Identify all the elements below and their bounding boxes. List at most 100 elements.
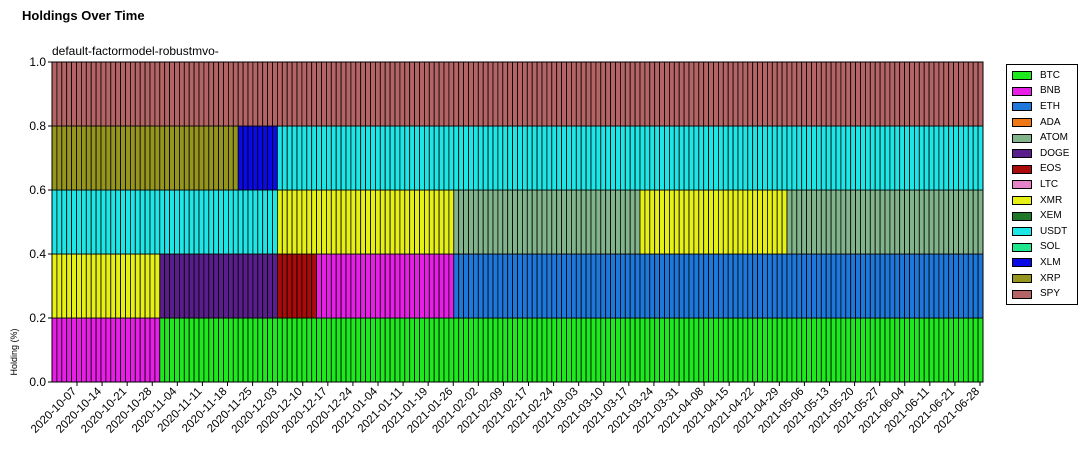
bar-segment-btc bbox=[458, 317, 465, 383]
legend-swatch bbox=[1012, 133, 1032, 143]
bar-segment-spy bbox=[757, 61, 763, 127]
bar-segment-btc bbox=[571, 317, 577, 383]
bar-segment-eth bbox=[796, 253, 803, 319]
bar-segment-usdt bbox=[453, 125, 460, 191]
bar-segment-spy bbox=[718, 61, 724, 127]
bar-segment-btc bbox=[174, 317, 180, 383]
bar-segment-usdt bbox=[482, 125, 489, 191]
bar-segment-usdt bbox=[673, 125, 680, 191]
bar-segment-btc bbox=[850, 317, 857, 383]
bar-segment-eth bbox=[752, 253, 759, 319]
bar-segment-doge bbox=[272, 253, 278, 319]
bar-segment-eth bbox=[801, 253, 808, 319]
bar-segment-btc bbox=[232, 317, 239, 383]
bar-segment-spy bbox=[477, 61, 484, 127]
bar-segment-atom bbox=[571, 189, 577, 255]
bar-segment-atom bbox=[463, 189, 469, 255]
bar-segment-usdt bbox=[850, 125, 857, 191]
bar-segment-eth bbox=[590, 253, 597, 319]
bar-segment-btc bbox=[718, 317, 724, 383]
bar-segment-spy bbox=[512, 61, 518, 127]
bar-segment-eth bbox=[953, 253, 959, 319]
bar-segment-eth bbox=[977, 253, 984, 319]
bar-segment-eth bbox=[747, 253, 754, 319]
bar-segment-eth bbox=[835, 253, 842, 319]
bar-segment-btc bbox=[262, 317, 269, 383]
bar-segment-usdt bbox=[816, 125, 822, 191]
bar-segment-btc bbox=[335, 317, 342, 383]
bar-segment-xrp bbox=[213, 125, 219, 191]
bar-segment-spy bbox=[120, 61, 126, 127]
bar-segment-eth bbox=[526, 253, 533, 319]
bar-segment-usdt bbox=[301, 125, 308, 191]
legend-swatch bbox=[1012, 71, 1032, 81]
bar-segment-eth bbox=[624, 253, 631, 319]
bar-segment-spy bbox=[963, 61, 969, 127]
bar-segment-atom bbox=[894, 189, 901, 255]
bar-segment-spy bbox=[904, 61, 910, 127]
bar-segment-usdt bbox=[458, 125, 465, 191]
bar-segment-xrp bbox=[178, 125, 185, 191]
bar-segment-bnb bbox=[81, 317, 87, 383]
bar-segment-eth bbox=[963, 253, 969, 319]
bar-segment-atom bbox=[865, 189, 871, 255]
bar-segment-usdt bbox=[149, 189, 156, 255]
bar-segment-spy bbox=[889, 61, 896, 127]
bar-segment-usdt bbox=[384, 125, 391, 191]
bar-segment-spy bbox=[781, 61, 788, 127]
bar-segment-xmr bbox=[664, 189, 670, 255]
bar-segment-spy bbox=[272, 61, 278, 127]
bar-segment-usdt bbox=[541, 125, 548, 191]
bar-segment-usdt bbox=[526, 125, 533, 191]
bar-segment-bnb bbox=[125, 317, 131, 383]
bar-segment-btc bbox=[620, 317, 626, 383]
bar-segment-atom bbox=[605, 189, 612, 255]
bar-segment-eth bbox=[497, 253, 504, 319]
bar-segment-usdt bbox=[600, 125, 607, 191]
bar-segment-usdt bbox=[208, 189, 215, 255]
bar-segment-usdt bbox=[193, 189, 200, 255]
bar-segment-eth bbox=[541, 253, 548, 319]
bar-segment-spy bbox=[174, 61, 180, 127]
bar-segment-atom bbox=[536, 189, 543, 255]
bar-segment-spy bbox=[178, 61, 185, 127]
bar-segment-spy bbox=[845, 61, 852, 127]
bar-segment-btc bbox=[394, 317, 401, 383]
bar-segment-bnb bbox=[409, 253, 416, 319]
bar-segment-btc bbox=[781, 317, 788, 383]
bar-segment-usdt bbox=[977, 125, 984, 191]
bar-segment-usdt bbox=[487, 125, 494, 191]
bar-segment-btc bbox=[272, 317, 278, 383]
bar-segment-usdt bbox=[874, 125, 881, 191]
bar-segment-bnb bbox=[90, 317, 97, 383]
bar-segment-atom bbox=[551, 189, 558, 255]
bar-segment-btc bbox=[561, 317, 567, 383]
bar-segment-xrp bbox=[120, 125, 126, 191]
bar-segment-spy bbox=[360, 61, 367, 127]
bars-group bbox=[51, 61, 984, 383]
bar-segment-btc bbox=[213, 317, 219, 383]
bar-segment-usdt bbox=[958, 125, 964, 191]
bar-segment-usdt bbox=[889, 125, 896, 191]
bar-segment-eth bbox=[860, 253, 866, 319]
bar-segment-atom bbox=[967, 189, 974, 255]
bar-segment-spy bbox=[928, 61, 935, 127]
legend-swatch bbox=[1012, 258, 1032, 268]
bar-segment-usdt bbox=[943, 125, 950, 191]
bar-segment-btc bbox=[384, 317, 391, 383]
bar-segment-xrp bbox=[193, 125, 200, 191]
bar-segment-atom bbox=[624, 189, 631, 255]
bar-segment-spy bbox=[394, 61, 401, 127]
bar-segment-usdt bbox=[414, 125, 420, 191]
bar-segment-spy bbox=[252, 61, 259, 127]
bar-segment-usdt bbox=[95, 189, 102, 255]
bar-segment-eth bbox=[776, 253, 783, 319]
bar-segment-spy bbox=[673, 61, 680, 127]
bar-segment-btc bbox=[325, 317, 332, 383]
bar-segment-usdt bbox=[825, 125, 832, 191]
bar-segment-spy bbox=[81, 61, 87, 127]
bar-segment-spy bbox=[767, 61, 773, 127]
bar-segment-bnb bbox=[115, 317, 121, 383]
bar-segment-xmr bbox=[428, 189, 435, 255]
bar-segment-bnb bbox=[120, 317, 126, 383]
